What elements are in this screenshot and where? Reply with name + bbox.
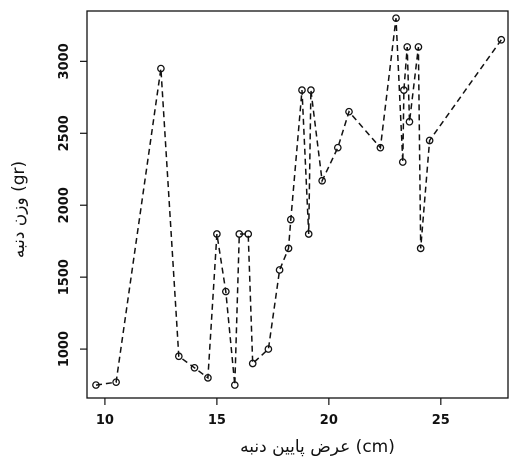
data-point	[304, 230, 313, 238]
data-point	[497, 35, 506, 44]
data-point	[416, 244, 425, 253]
data-point	[345, 107, 353, 116]
plot-frame	[86, 10, 509, 399]
data-point	[235, 230, 244, 238]
y-tick-label: 1500	[57, 259, 72, 295]
data-point	[403, 43, 412, 51]
y-tick-label: 3000	[57, 43, 72, 79]
data-point	[405, 117, 414, 126]
y-axis-title: وزن دنبه (gr)	[9, 161, 29, 258]
data-point	[333, 143, 342, 152]
data-point	[92, 381, 100, 389]
data-point	[248, 359, 257, 368]
data-point	[414, 43, 423, 51]
data-point	[230, 381, 239, 389]
data-point	[307, 86, 315, 94]
data-point	[275, 266, 284, 274]
data-point	[244, 230, 253, 238]
data-point	[392, 14, 400, 23]
x-tick-label: 25	[432, 413, 450, 428]
y-tick-label: 2500	[57, 115, 72, 151]
y-axis: 1000 1500 2000 2500 3000	[57, 43, 87, 367]
data-point	[112, 378, 120, 387]
data-point	[190, 363, 199, 372]
data-points	[92, 14, 506, 389]
x-tick-label: 10	[96, 413, 114, 428]
x-axis-title: عرض پایین دنبه (cm)	[240, 437, 395, 457]
data-point	[264, 345, 273, 353]
data-point	[204, 374, 212, 382]
y-tick-label: 1000	[57, 331, 72, 367]
series-line	[95, 18, 502, 386]
data-point	[174, 352, 183, 361]
data-point	[298, 86, 306, 94]
data-point	[400, 86, 408, 94]
data-point	[318, 176, 326, 185]
x-tick-label: 15	[208, 413, 226, 428]
data-point	[221, 287, 230, 296]
x-tick-label: 20	[320, 413, 338, 428]
y-tick-label: 2000	[57, 187, 72, 223]
data-point	[425, 136, 434, 145]
x-axis: 10 15 20 25	[96, 398, 450, 428]
data-point	[157, 64, 165, 73]
data-point	[284, 244, 293, 253]
data-point	[398, 158, 407, 166]
data-point	[376, 143, 385, 152]
data-point	[286, 215, 295, 224]
data-point	[213, 230, 221, 238]
